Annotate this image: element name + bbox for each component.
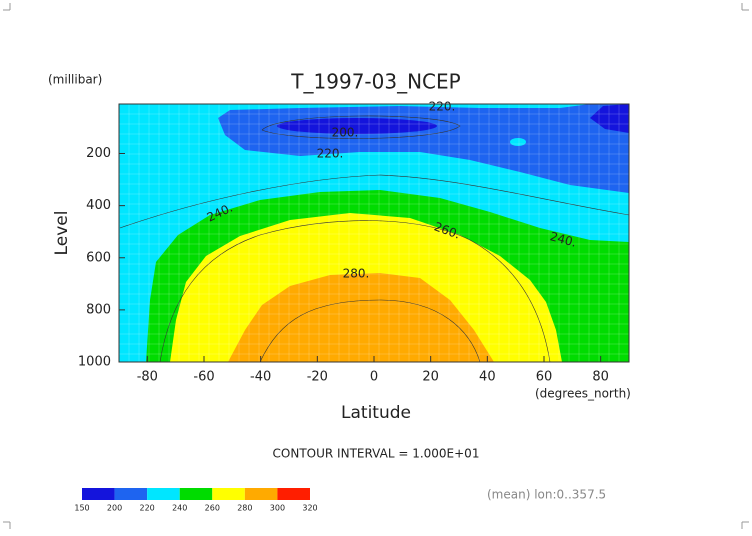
colorbar-box xyxy=(114,488,148,500)
x-unit: (degrees_north) xyxy=(535,387,631,401)
footer-note: (mean) lon:0..357.5 xyxy=(487,488,606,502)
y-tick-label: 1000 xyxy=(78,355,111,370)
contour-band xyxy=(228,273,494,362)
contour-band xyxy=(510,138,526,146)
colorbar-label: 200 xyxy=(107,504,122,513)
colorbar-label: 220 xyxy=(140,504,155,513)
contour-line xyxy=(259,299,481,363)
contour-label: 280. xyxy=(343,267,370,281)
chart-title: T_1997-03_NCEP xyxy=(290,70,460,94)
contour-label: 240. xyxy=(548,229,577,249)
contour-line xyxy=(159,220,551,363)
x-tick-label: 80 xyxy=(592,370,609,385)
colorbar-label: 150 xyxy=(74,504,89,513)
y-tick-label: 600 xyxy=(86,250,111,265)
colorbar-label: 240 xyxy=(172,504,187,513)
colorbar-label: 260 xyxy=(205,504,220,513)
y-tick-label: 400 xyxy=(86,198,111,213)
contour-note: CONTOUR INTERVAL = 1.000E+01 xyxy=(273,447,480,461)
x-tick-label: 40 xyxy=(479,370,496,385)
x-tick-label: -80 xyxy=(137,370,158,385)
colorbar-box xyxy=(179,488,213,500)
colorbar-label: 320 xyxy=(302,504,317,513)
colorbar-box xyxy=(147,488,180,500)
x-tick-label: 60 xyxy=(536,370,553,385)
colorbar-label: 300 xyxy=(270,504,285,513)
colorbar-label: 280 xyxy=(237,504,252,513)
colorbar-box xyxy=(212,488,245,500)
x-tick-label: -20 xyxy=(307,370,328,385)
contour-band xyxy=(277,118,437,134)
x-tick-label: -40 xyxy=(250,370,271,385)
colorbar-box xyxy=(82,488,115,500)
corner-marks xyxy=(3,3,749,529)
plot-area: 220.200.220.240.260. 240.280.-80 -60 -40 -20… xyxy=(74,100,630,513)
contour-label: 220. xyxy=(317,147,344,161)
contour-band xyxy=(590,104,629,133)
y-tick-label: 800 xyxy=(86,302,111,317)
x-tick-label: 20 xyxy=(422,370,439,385)
x-axis-label: Latitude xyxy=(341,403,411,423)
x-tick-label: -60 xyxy=(193,370,214,385)
y-axis-label: Level xyxy=(52,211,72,256)
x-tick-label: 0 xyxy=(370,370,378,385)
y-unit: (millibar) xyxy=(48,73,102,87)
colorbar-box xyxy=(244,488,278,500)
contour-line xyxy=(261,115,461,139)
y-tick-label: 200 xyxy=(86,146,111,161)
contour-label: 200. xyxy=(332,126,359,140)
contour-label: 220. xyxy=(429,100,456,114)
colorbar-box xyxy=(277,488,310,500)
contour-line xyxy=(119,174,630,229)
